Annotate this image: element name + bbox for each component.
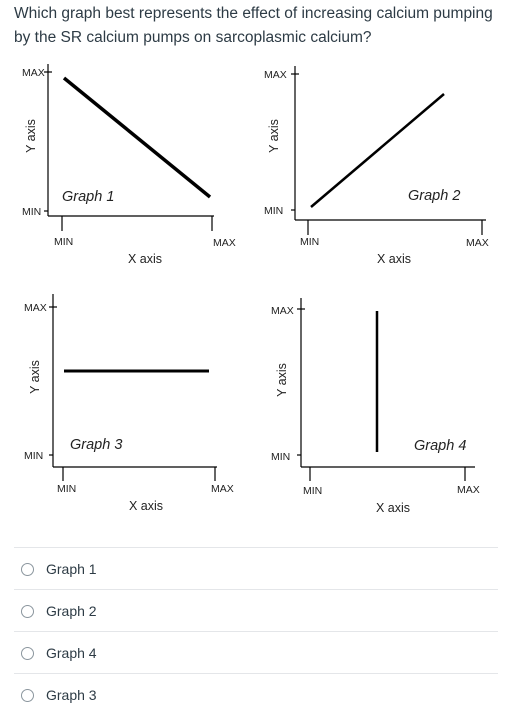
graph-1-x-max-label: MAX [213, 237, 236, 249]
graph-2: MAX MIN Y axis Graph 2 MIN MAX X axis [264, 66, 489, 266]
graph-2-y-min-label: MIN [264, 205, 283, 217]
answer-option-label: Graph 2 [46, 603, 97, 619]
graph-3-y-axis-label: Y axis [28, 360, 42, 394]
graph-4: MAX MIN Y axis Graph 4 MIN MAX X axis [271, 298, 480, 515]
graph-1-x-axis-label: X axis [128, 252, 162, 266]
graph-4-title: Graph 4 [414, 438, 466, 454]
radio-button[interactable] [21, 646, 34, 660]
answer-option-label: Graph 4 [46, 645, 97, 661]
graph-1-line [62, 76, 212, 199]
graph-2-x-max-label: MAX [466, 237, 489, 249]
graph-3: MAX MIN Y axis Graph 3 MIN MAX X axis [24, 294, 234, 513]
radio-button[interactable] [21, 604, 34, 618]
graph-4-y-max-label: MAX [271, 305, 294, 317]
graph-3-x-axis-label: X axis [129, 499, 163, 513]
answer-option-label: Graph 3 [46, 687, 97, 703]
graph-1-x-min-label: MIN [54, 236, 73, 248]
graph-3-title: Graph 3 [70, 437, 122, 453]
graph-4-x-axis-label: X axis [376, 501, 410, 515]
graph-2-x-axis-label: X axis [377, 252, 411, 266]
graph-3-x-min-label: MIN [57, 483, 76, 495]
answer-option-graph-1[interactable]: Graph 1 [14, 547, 498, 590]
radio-button[interactable] [21, 688, 34, 702]
graphs-figure: MAX MIN Y axis Graph 1 MIN MAX X axis MA… [22, 64, 489, 515]
graph-3-x-max-label: MAX [211, 483, 234, 495]
graph-2-y-max-label: MAX [264, 69, 287, 81]
graph-3-y-min-label: MIN [24, 450, 43, 462]
graph-1-y-axis-label: Y axis [24, 119, 38, 153]
graph-3-y-max-label: MAX [24, 302, 47, 314]
question-text: Which graph best represents the effect o… [14, 5, 493, 46]
graph-1-title: Graph 1 [62, 189, 114, 205]
graph-1-y-max-label: MAX [22, 67, 45, 79]
graph-2-y-axis-label: Y axis [267, 119, 281, 153]
answer-option-graph-3[interactable]: Graph 3 [14, 673, 498, 716]
graph-2-x-min-label: MIN [300, 236, 319, 248]
graph-4-y-min-label: MIN [271, 451, 290, 463]
answer-option-graph-4[interactable]: Graph 4 [14, 631, 498, 674]
graph-4-x-min-label: MIN [303, 485, 322, 497]
answer-option-graph-2[interactable]: Graph 2 [14, 589, 498, 632]
graph-2-title: Graph 2 [408, 188, 460, 204]
answer-option-label: Graph 1 [46, 561, 97, 577]
graph-1: MAX MIN Y axis Graph 1 MIN MAX X axis [22, 64, 236, 266]
graph-4-y-axis-label: Y axis [275, 363, 289, 397]
graph-1-y-min-label: MIN [22, 206, 41, 218]
radio-button[interactable] [21, 562, 34, 576]
graph-2-line [310, 93, 445, 208]
graph-4-x-max-label: MAX [457, 484, 480, 496]
